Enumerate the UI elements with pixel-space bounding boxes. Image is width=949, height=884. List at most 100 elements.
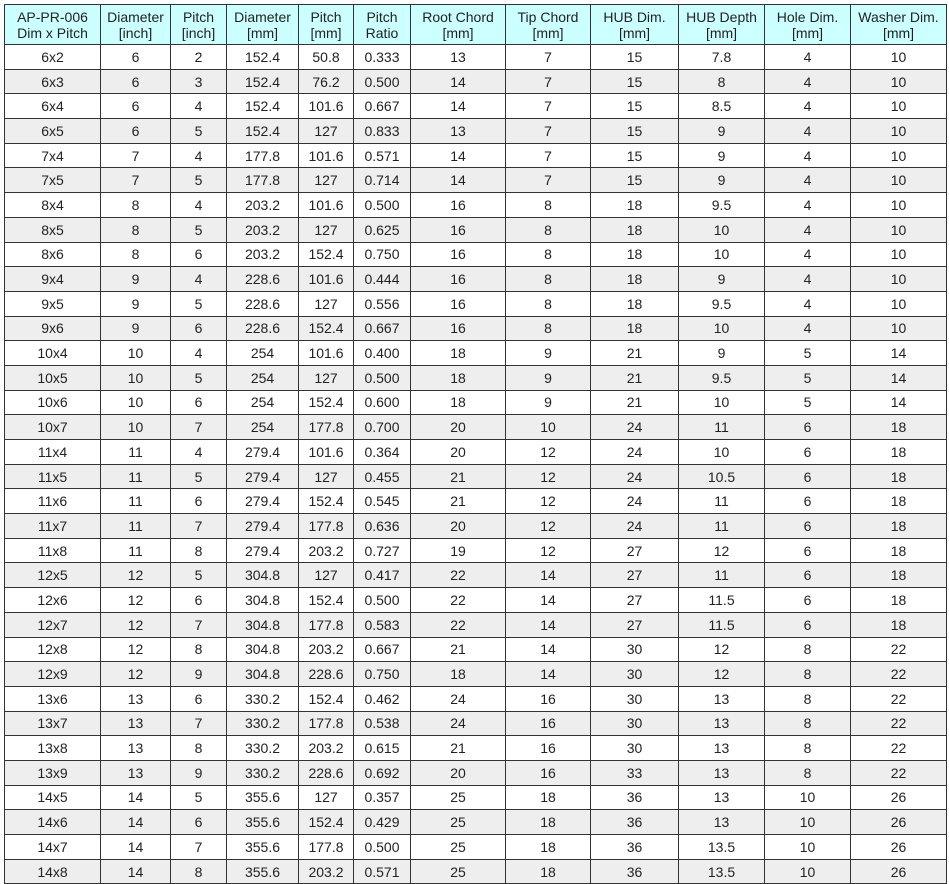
table-row: 11x4 11 4 279.4 101.6 0.364 20 12 24 10 6 18 <box>4 439 947 465</box>
cell-hole-dim: 4 <box>764 266 851 292</box>
cell-dim-x-pitch: 11x5 <box>4 463 101 490</box>
cell-washer-dim: 22 <box>850 685 947 712</box>
cell-hole-dim: 4 <box>764 44 851 70</box>
cell-pitch-inch: 4 <box>170 93 227 120</box>
cell-hub-dim: 36 <box>590 809 679 835</box>
cell-pitch-mm: 228.6 <box>298 661 354 687</box>
cell-washer-dim: 10 <box>850 118 947 144</box>
cell-tip-chord: 12 <box>505 463 591 490</box>
cell-pitch-inch: 4 <box>170 192 227 218</box>
cell-hole-dim: 6 <box>764 414 851 440</box>
cell-pitch-mm: 127 <box>298 784 354 811</box>
cell-hub-dim: 30 <box>590 685 679 712</box>
cell-root-chord: 22 <box>410 562 506 589</box>
cell-diameter-inch: 8 <box>100 192 171 218</box>
cell-pitch-mm: 127 <box>298 216 354 243</box>
cell-hub-dim: 24 <box>590 488 679 515</box>
cell-diameter-inch: 6 <box>100 93 171 120</box>
cell-pitch-ratio: 0.833 <box>353 118 411 144</box>
cell-hub-depth: 9.5 <box>678 290 765 317</box>
cell-dim-x-pitch: 13x8 <box>4 735 101 761</box>
cell-hole-dim: 4 <box>764 167 851 194</box>
cell-pitch-ratio: 0.727 <box>353 537 411 564</box>
cell-pitch-ratio: 0.429 <box>353 809 411 835</box>
cell-washer-dim: 22 <box>850 735 947 761</box>
cell-hole-dim: 5 <box>764 389 851 416</box>
cell-dim-x-pitch: 10x7 <box>4 414 101 440</box>
cell-dim-x-pitch: 6x2 <box>4 44 101 70</box>
cell-diameter-inch: 11 <box>100 537 171 564</box>
cell-tip-chord: 9 <box>505 389 591 416</box>
cell-dim-x-pitch: 11x6 <box>4 488 101 515</box>
cell-pitch-inch: 6 <box>170 809 227 835</box>
cell-dim-x-pitch: 13x7 <box>4 710 101 737</box>
cell-tip-chord: 12 <box>505 513 591 539</box>
column-header-diameter-mm: Diameter [mm] <box>226 4 299 45</box>
cell-pitch-ratio: 0.462 <box>353 685 411 712</box>
cell-diameter-inch: 11 <box>100 488 171 515</box>
cell-pitch-mm: 127 <box>298 562 354 589</box>
cell-hole-dim: 6 <box>764 488 851 515</box>
cell-root-chord: 21 <box>410 735 506 761</box>
cell-root-chord: 22 <box>410 611 506 638</box>
column-header-line: Dim x Pitch <box>17 24 88 41</box>
cell-pitch-inch: 6 <box>170 488 227 515</box>
cell-hub-depth: 13 <box>678 809 765 835</box>
cell-pitch-inch: 2 <box>170 44 227 70</box>
cell-tip-chord: 7 <box>505 68 591 95</box>
cell-pitch-ratio: 0.500 <box>353 68 411 95</box>
cell-pitch-inch: 8 <box>170 537 227 564</box>
cell-pitch-inch: 8 <box>170 735 227 761</box>
table-row: 6x2 6 2 152.4 50.8 0.333 13 7 15 7.8 4 10 <box>4 44 947 70</box>
cell-root-chord: 18 <box>410 340 506 366</box>
cell-hole-dim: 4 <box>764 118 851 144</box>
table-row: 13x6 13 6 330.2 152.4 0.462 24 16 30 13 8 22 <box>4 685 947 712</box>
cell-hub-depth: 9.5 <box>678 192 765 218</box>
column-header-dim-x-pitch: AP-PR-006 Dim x Pitch <box>4 4 101 45</box>
cell-hub-depth: 10.5 <box>678 463 765 490</box>
column-header-line: [mm] <box>882 24 915 41</box>
column-header-line: [inch] <box>118 24 153 41</box>
cell-pitch-ratio: 0.357 <box>353 784 411 811</box>
cell-pitch-inch: 5 <box>170 364 227 391</box>
cell-tip-chord: 12 <box>505 439 591 465</box>
cell-root-chord: 14 <box>410 142 506 169</box>
cell-pitch-ratio: 0.625 <box>353 216 411 243</box>
cell-root-chord: 16 <box>410 290 506 317</box>
table-row: 9x4 9 4 228.6 101.6 0.444 16 8 18 9 4 10 <box>4 266 947 292</box>
cell-hole-dim: 6 <box>764 611 851 638</box>
table-row: 14x6 14 6 355.6 152.4 0.429 25 18 36 13 10 26 <box>4 809 947 835</box>
cell-pitch-inch: 6 <box>170 685 227 712</box>
cell-pitch-inch: 4 <box>170 266 227 292</box>
cell-pitch-ratio: 0.500 <box>353 364 411 391</box>
cell-washer-dim: 18 <box>850 414 947 440</box>
cell-tip-chord: 16 <box>505 735 591 761</box>
column-header-line: Washer Dim. <box>858 8 939 25</box>
cell-diameter-mm: 304.8 <box>226 562 299 589</box>
cell-washer-dim: 18 <box>850 488 947 515</box>
cell-pitch-mm: 127 <box>298 463 354 490</box>
cell-hub-depth: 11 <box>678 513 765 539</box>
cell-diameter-mm: 177.8 <box>226 142 299 169</box>
cell-hole-dim: 10 <box>764 784 851 811</box>
cell-diameter-inch: 8 <box>100 216 171 243</box>
cell-dim-x-pitch: 12x6 <box>4 587 101 613</box>
cell-hole-dim: 6 <box>764 513 851 539</box>
cell-tip-chord: 9 <box>505 340 591 366</box>
cell-hole-dim: 4 <box>764 241 851 268</box>
column-header-line: [inch] <box>181 24 216 41</box>
cell-root-chord: 20 <box>410 439 506 465</box>
cell-hub-dim: 15 <box>590 68 679 95</box>
cell-tip-chord: 8 <box>505 266 591 292</box>
cell-hub-dim: 30 <box>590 661 679 687</box>
cell-pitch-inch: 5 <box>170 784 227 811</box>
cell-diameter-inch: 9 <box>100 315 171 342</box>
cell-root-chord: 25 <box>410 834 506 860</box>
table-row: 11x6 11 6 279.4 152.4 0.545 21 12 24 11 6 18 <box>4 488 947 515</box>
cell-root-chord: 25 <box>410 784 506 811</box>
cell-hub-dim: 27 <box>590 587 679 613</box>
table-row: 14x7 14 7 355.6 177.8 0.500 25 18 36 13.5 10 26 <box>4 834 947 860</box>
table-row: 12x9 12 9 304.8 228.6 0.750 18 14 30 12 8 22 <box>4 661 947 687</box>
cell-pitch-inch: 9 <box>170 661 227 687</box>
cell-washer-dim: 22 <box>850 710 947 737</box>
